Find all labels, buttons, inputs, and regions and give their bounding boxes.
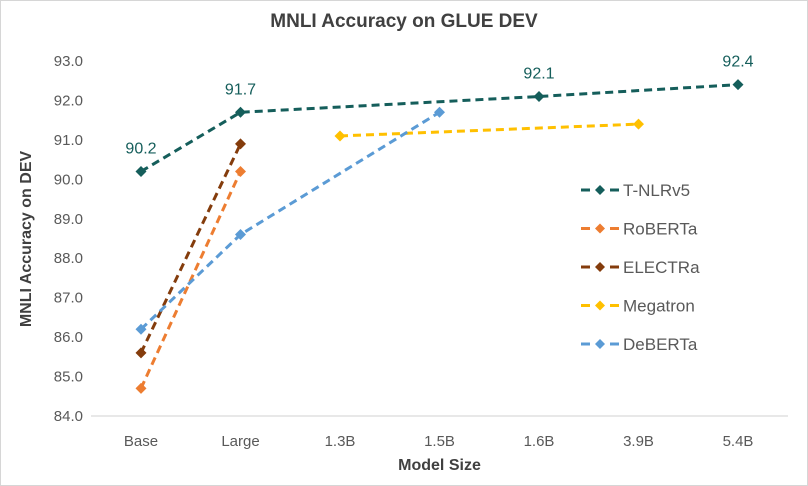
x-tick-label: 1.6B <box>524 433 555 450</box>
x-tick-label: 1.5B <box>424 433 455 450</box>
legend-item-ELECTRa: ELECTRa <box>581 258 700 277</box>
data-point-DeBERTa-1.5B <box>434 106 445 118</box>
series-line-Megatron <box>339 122 639 138</box>
legend-marker-T-NLRv5 <box>595 185 605 195</box>
data-point-T-NLRv5-5.4B <box>732 79 744 91</box>
chart-title: MNLI Accuracy on GLUE DEV <box>270 11 538 32</box>
data-point-T-NLRv5-1.6B <box>533 91 545 102</box>
x-tick-label: 1.3B <box>325 433 356 450</box>
legend-label-ELECTRa: ELECTRa <box>623 258 700 277</box>
y-tick-label: 92.0 <box>54 92 83 109</box>
y-tick-label: 85.0 <box>54 369 83 386</box>
legend-item-DeBERTa: DeBERTa <box>581 335 698 354</box>
legend-label-DeBERTa: DeBERTa <box>623 335 698 354</box>
y-tick-label: 88.0 <box>54 250 83 267</box>
data-point-T-NLRv5-Large <box>235 106 246 118</box>
legend-label-T-NLRv5: T-NLRv5 <box>623 181 690 200</box>
y-tick-label: 84.0 <box>54 408 83 425</box>
data-point-T-NLRv5-Base <box>135 165 147 177</box>
data-point-Megatron-3.9B <box>633 118 644 130</box>
x-tick-label: Large <box>221 433 259 450</box>
data-point-DeBERTa-Base <box>135 323 147 335</box>
data-point-RoBERTa-Large <box>235 165 246 177</box>
y-tick-label: 86.0 <box>54 329 83 346</box>
data-point-DeBERTa-Large <box>235 229 246 241</box>
legend-item-Megatron: Megatron <box>581 297 695 316</box>
legend-marker-ELECTRa <box>595 262 605 272</box>
data-label-T-NLRv5-5.4B: 92.4 <box>722 54 753 71</box>
x-tick-label: Base <box>124 433 158 450</box>
legend-label-RoBERTa: RoBERTa <box>623 220 698 239</box>
legend-item-RoBERTa: RoBERTa <box>581 220 698 239</box>
legend-item-T-NLRv5: T-NLRv5 <box>581 181 690 200</box>
y-tick-label: 93.0 <box>54 53 83 70</box>
x-tick-label: 3.9B <box>623 433 654 450</box>
legend-marker-RoBERTa <box>595 223 605 234</box>
data-label-T-NLRv5-Large: 91.7 <box>225 81 256 98</box>
y-tick-label: 91.0 <box>54 132 83 149</box>
data-point-RoBERTa-Base <box>135 382 147 394</box>
y-tick-label: 87.0 <box>54 290 83 307</box>
data-point-ELECTRa-Large <box>235 138 246 150</box>
x-tick-label: 5.4B <box>723 433 754 450</box>
y-tick-label: 89.0 <box>54 211 83 228</box>
data-point-Megatron-1.3B <box>334 130 346 142</box>
data-point-ELECTRa-Base <box>135 347 147 359</box>
data-label-T-NLRv5-Base: 90.2 <box>125 140 156 157</box>
x-axis-title: Model Size <box>398 457 481 474</box>
series-line-T-NLRv5 <box>140 83 739 173</box>
data-label-T-NLRv5-1.6B: 92.1 <box>523 66 554 83</box>
legend-marker-Megatron <box>595 300 605 311</box>
y-tick-label: 90.0 <box>54 171 83 188</box>
legend-label-Megatron: Megatron <box>623 297 695 316</box>
legend-marker-DeBERTa <box>595 339 605 349</box>
